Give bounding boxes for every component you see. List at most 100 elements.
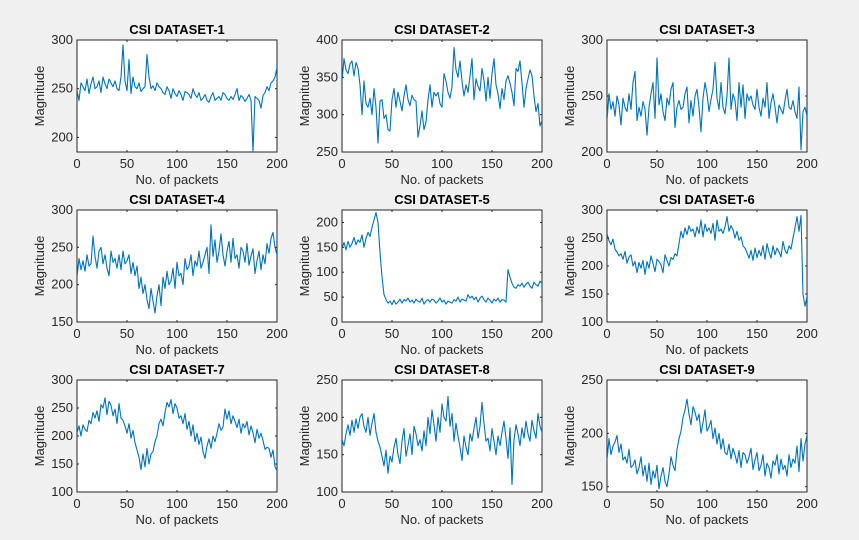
x-axis-label-9: No. of packets bbox=[665, 512, 749, 527]
x-tick-label-8-2: 100 bbox=[431, 496, 453, 511]
y-axis-label-9: Magnitude bbox=[562, 406, 577, 467]
x-tick-label-9-3: 150 bbox=[746, 496, 768, 511]
x-axis-label-5: No. of packets bbox=[400, 342, 484, 357]
series-line-9 bbox=[607, 398, 807, 490]
x-tick-label-7-4: 200 bbox=[266, 496, 288, 511]
x-tick-label-6-2: 100 bbox=[696, 326, 718, 341]
x-tick-label-5-1: 50 bbox=[385, 326, 399, 341]
y-tick-label-5-3: 150 bbox=[316, 239, 338, 254]
x-axis-label-6: No. of packets bbox=[665, 342, 749, 357]
subplot-3: 0 50 100 150 200 200 250 300 CSI DATASET-3 No. of… bbox=[562, 22, 818, 187]
x-tick-label-8-4: 200 bbox=[531, 496, 553, 511]
x-tick-label-9-0: 0 bbox=[603, 496, 610, 511]
x-axis-label-8: No. of packets bbox=[400, 512, 484, 527]
chart-title-4: CSI DATASET-4 bbox=[129, 192, 225, 207]
subplot-9: 0 50 100 150 200 150 200 250 CSI DATASET-9 No. of… bbox=[562, 362, 818, 527]
chart-title-2: CSI DATASET-2 bbox=[394, 22, 490, 37]
chart-title-3: CSI DATASET-3 bbox=[659, 22, 755, 37]
x-axis-label-3: No. of packets bbox=[665, 172, 749, 187]
x-tick-label-6-3: 150 bbox=[746, 326, 768, 341]
x-tick-label-1-4: 200 bbox=[266, 156, 288, 171]
chart-title-8: CSI DATASET-8 bbox=[394, 362, 490, 377]
x-tick-label-5-3: 150 bbox=[481, 326, 503, 341]
x-tick-label-5-2: 100 bbox=[431, 326, 453, 341]
subplot-5: 0 50 100 150 200 0 50 100 150 200 CSI DATASET-5 No.… bbox=[297, 192, 553, 357]
x-tick-label-7-0: 0 bbox=[73, 496, 80, 511]
x-tick-label-3-0: 0 bbox=[603, 156, 610, 171]
x-tick-label-8-1: 50 bbox=[385, 496, 399, 511]
plot-area-8 bbox=[341, 379, 543, 493]
subplot-6: 0 50 100 150 200 100 150 200 250 300 CSI DATASET-6… bbox=[562, 192, 818, 357]
x-tick-label-4-4: 200 bbox=[266, 326, 288, 341]
x-tick-label-9-2: 100 bbox=[696, 496, 718, 511]
series-line-2 bbox=[342, 46, 542, 144]
x-tick-label-9-4: 200 bbox=[796, 496, 818, 511]
x-tick-label-6-1: 50 bbox=[650, 326, 664, 341]
x-tick-label-3-4: 200 bbox=[796, 156, 818, 171]
y-tick-label-1-0: 200 bbox=[51, 129, 73, 144]
y-tick-label-9-1: 200 bbox=[581, 425, 603, 440]
subplot-1: 0 50 100 150 200 200 250 300 CSI DATASET-1 No. of… bbox=[32, 22, 288, 187]
x-axis-label-2: No. of packets bbox=[400, 172, 484, 187]
y-tick-label-6-3: 250 bbox=[581, 230, 603, 245]
x-axis-label-1: No. of packets bbox=[135, 172, 219, 187]
x-tick-label-1-0: 0 bbox=[73, 156, 80, 171]
x-tick-label-3-1: 50 bbox=[650, 156, 664, 171]
series-line-5 bbox=[342, 211, 542, 306]
series-line-7 bbox=[77, 397, 277, 471]
y-tick-label-7-0: 100 bbox=[51, 484, 73, 499]
y-axis-label-8: Magnitude bbox=[297, 406, 312, 467]
x-tick-label-8-0: 0 bbox=[338, 496, 345, 511]
x-tick-label-1-2: 100 bbox=[166, 156, 188, 171]
y-axis-label-6: Magnitude bbox=[562, 236, 577, 297]
y-tick-label-6-0: 100 bbox=[581, 314, 603, 329]
chart-title-1: CSI DATASET-1 bbox=[129, 22, 225, 37]
y-tick-label-5-2: 100 bbox=[316, 264, 338, 279]
y-tick-label-6-1: 150 bbox=[581, 286, 603, 301]
y-tick-label-1-1: 250 bbox=[51, 81, 73, 96]
series-line-4 bbox=[77, 224, 277, 314]
y-tick-label-2-0: 250 bbox=[316, 144, 338, 159]
y-tick-label-4-1: 200 bbox=[51, 277, 73, 292]
chart-title-9: CSI DATASET-9 bbox=[659, 362, 755, 377]
y-tick-label-6-2: 200 bbox=[581, 258, 603, 273]
x-tick-label-1-3: 150 bbox=[216, 156, 238, 171]
y-axis-label-7: Magnitude bbox=[32, 406, 47, 467]
y-axis-label-5: Magnitude bbox=[297, 236, 312, 297]
x-tick-label-6-4: 200 bbox=[796, 326, 818, 341]
x-tick-label-2-1: 50 bbox=[385, 156, 399, 171]
y-tick-label-7-1: 150 bbox=[51, 456, 73, 471]
subplot-2: 0 50 100 150 200 250 300 350 400 CSI DATASET-2 No.… bbox=[297, 22, 553, 187]
y-tick-label-5-4: 200 bbox=[316, 214, 338, 229]
chart-title-5: CSI DATASET-5 bbox=[394, 192, 490, 207]
y-tick-label-8-1: 150 bbox=[316, 447, 338, 462]
x-tick-label-4-3: 150 bbox=[216, 326, 238, 341]
y-tick-label-5-0: 0 bbox=[331, 314, 338, 329]
x-tick-label-3-3: 150 bbox=[746, 156, 768, 171]
plot-area-6 bbox=[606, 209, 808, 323]
y-tick-label-8-0: 100 bbox=[316, 484, 338, 499]
y-tick-label-7-2: 200 bbox=[51, 428, 73, 443]
x-tick-label-5-4: 200 bbox=[531, 326, 553, 341]
y-tick-label-2-1: 300 bbox=[316, 107, 338, 122]
x-tick-label-4-1: 50 bbox=[120, 326, 134, 341]
chart-title-7: CSI DATASET-7 bbox=[129, 362, 225, 377]
x-tick-label-9-1: 50 bbox=[650, 496, 664, 511]
y-tick-label-3-0: 200 bbox=[581, 144, 603, 159]
y-tick-label-3-2: 300 bbox=[581, 32, 603, 47]
y-tick-label-2-3: 400 bbox=[316, 32, 338, 47]
y-tick-label-4-0: 150 bbox=[51, 314, 73, 329]
y-tick-label-6-4: 300 bbox=[581, 202, 603, 217]
x-tick-label-2-3: 150 bbox=[481, 156, 503, 171]
series-line-8 bbox=[342, 395, 542, 486]
y-tick-label-3-1: 250 bbox=[581, 88, 603, 103]
y-tick-label-9-0: 150 bbox=[581, 479, 603, 494]
y-tick-label-4-3: 300 bbox=[51, 202, 73, 217]
plot-area-9 bbox=[606, 379, 808, 493]
y-tick-label-1-2: 300 bbox=[51, 32, 73, 47]
chart-title-6: CSI DATASET-6 bbox=[659, 192, 755, 207]
x-tick-label-8-3: 150 bbox=[481, 496, 503, 511]
y-tick-label-2-2: 350 bbox=[316, 69, 338, 84]
x-axis-label-4: No. of packets bbox=[135, 342, 219, 357]
